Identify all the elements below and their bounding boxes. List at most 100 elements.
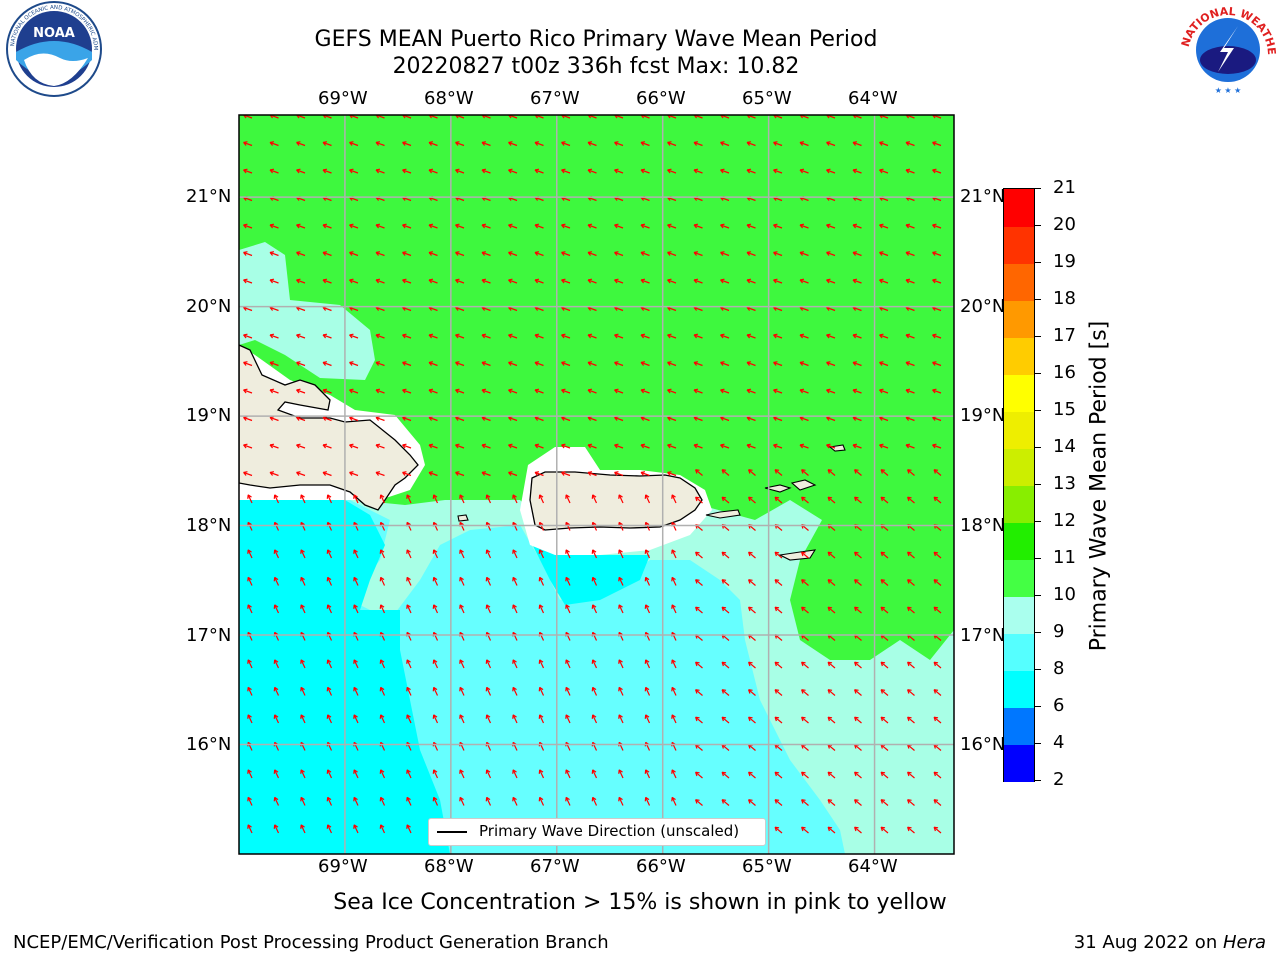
- wave-arrow-icon: [349, 333, 359, 339]
- wave-arrow-icon: [406, 576, 412, 586]
- wave-arrow-icon: [905, 333, 915, 339]
- wave-arrow-icon: [644, 769, 651, 779]
- wave-arrow-icon: [534, 251, 544, 257]
- wave-arrow-icon: [322, 141, 332, 147]
- wave-arrow-icon: [561, 333, 571, 339]
- lon-label-top: 64°W: [848, 88, 898, 109]
- wave-arrow-icon: [774, 606, 783, 614]
- wave-arrow-icon: [667, 141, 677, 147]
- wave-arrow-icon: [353, 604, 359, 614]
- wave-arrow-icon: [826, 361, 836, 367]
- wave-arrow-icon: [746, 361, 756, 367]
- wave-arrow-icon: [614, 388, 624, 394]
- wave-arrow-icon: [671, 796, 677, 806]
- wave-arrow-icon: [322, 278, 332, 284]
- lon-label-top: 68°W: [424, 88, 474, 109]
- wave-arrow-icon: [854, 661, 862, 669]
- wave-arrow-icon: [353, 824, 359, 834]
- colorbar-tick-label: 4: [1053, 732, 1065, 753]
- wave-arrow-icon: [349, 141, 359, 147]
- wave-arrow-icon: [379, 686, 386, 696]
- wave-arrow-icon: [618, 604, 624, 614]
- wave-arrow-icon: [379, 549, 386, 559]
- wave-arrow-icon: [907, 606, 915, 614]
- colorbar-tick: [1034, 336, 1041, 337]
- wave-arrow-icon: [375, 443, 385, 449]
- wave-arrow-icon: [695, 771, 703, 779]
- colorbar-segment: [1004, 226, 1034, 264]
- lat-label-right: 16°N: [960, 734, 1006, 755]
- wave-arrow-icon: [300, 714, 306, 724]
- wave-arrow-icon: [591, 576, 598, 586]
- colorbar-tick: [1034, 484, 1041, 485]
- wave-arrow-icon: [243, 361, 253, 367]
- wave-arrow-icon: [300, 769, 306, 779]
- wave-arrow-icon: [721, 496, 730, 504]
- wave-arrow-icon: [459, 604, 465, 614]
- wave-arrow-icon: [349, 361, 359, 367]
- colorbar-tick-label: 10: [1053, 584, 1076, 605]
- lat-label-left: 20°N: [186, 296, 232, 317]
- wave-arrow-icon: [827, 469, 836, 476]
- wave-arrow-icon: [801, 771, 809, 779]
- wave-arrow-icon: [879, 443, 889, 449]
- wave-arrow-icon: [693, 443, 703, 449]
- wave-arrow-icon: [852, 388, 862, 394]
- wave-arrow-icon: [353, 769, 359, 779]
- wave-arrow-icon: [326, 714, 333, 724]
- wave-arrow-icon: [827, 689, 836, 696]
- wave-arrow-icon: [827, 716, 836, 724]
- noaa-logo-text: NOAA: [33, 26, 75, 41]
- wave-arrow-icon: [880, 661, 889, 669]
- wave-arrow-icon: [721, 716, 730, 724]
- colorbar-tick: [1034, 632, 1041, 633]
- wave-arrow-icon: [326, 769, 333, 779]
- wave-arrow-icon: [614, 361, 624, 367]
- map-layers: [239, 115, 954, 854]
- wave-arrow-icon: [774, 771, 783, 779]
- wave-arrow-icon: [296, 443, 306, 449]
- wave-arrow-icon: [671, 549, 677, 559]
- wave-arrow-icon: [748, 771, 756, 779]
- wave-arrow-icon: [406, 549, 412, 559]
- colorbar-tick-label: 12: [1053, 510, 1076, 531]
- wave-arrow-icon: [432, 576, 439, 586]
- wave-arrow-icon: [455, 333, 465, 339]
- wave-arrow-icon: [827, 496, 836, 504]
- wave-arrow-icon: [693, 168, 703, 174]
- wave-arrow-icon: [721, 661, 730, 669]
- wave-arrow-icon: [826, 388, 836, 394]
- wave-arrow-icon: [428, 388, 438, 394]
- wave-arrow-icon: [880, 771, 889, 779]
- wave-arrow-icon: [485, 769, 492, 779]
- wave-arrow-icon: [852, 333, 862, 339]
- wave-arrow-icon: [300, 576, 306, 586]
- wave-arrow-icon: [247, 714, 253, 724]
- wave-arrow-icon: [432, 769, 439, 779]
- wave-arrow-icon: [322, 443, 332, 449]
- wave-arrow-icon: [565, 686, 571, 696]
- wave-arrow-icon: [322, 223, 332, 229]
- wave-arrow-icon: [773, 361, 783, 367]
- wave-arrow-icon: [379, 796, 386, 806]
- wave-arrow-icon: [375, 333, 385, 339]
- wave-arrow-icon: [746, 251, 756, 257]
- wave-arrow-icon: [932, 443, 942, 449]
- colorbar-segment: [1004, 707, 1034, 745]
- wave-arrow-icon: [296, 388, 306, 394]
- wave-arrow-icon: [353, 714, 359, 724]
- wave-arrow-icon: [485, 494, 492, 504]
- wave-arrow-icon: [748, 469, 756, 476]
- wave-arrow-icon: [933, 716, 942, 724]
- wave-arrow-icon: [428, 141, 438, 147]
- lat-label-left: 21°N: [186, 186, 232, 207]
- wave-arrow-icon: [640, 471, 650, 477]
- colorbar-segment: [1004, 744, 1034, 782]
- wave-arrow-icon: [933, 661, 942, 669]
- wave-arrow-icon: [512, 494, 518, 504]
- wave-arrow-icon: [455, 388, 465, 394]
- colorbar-segment: [1004, 633, 1034, 671]
- wave-arrow-icon: [667, 168, 677, 174]
- wave-arrow-icon: [640, 141, 650, 147]
- colorbar-tick: [1034, 521, 1041, 522]
